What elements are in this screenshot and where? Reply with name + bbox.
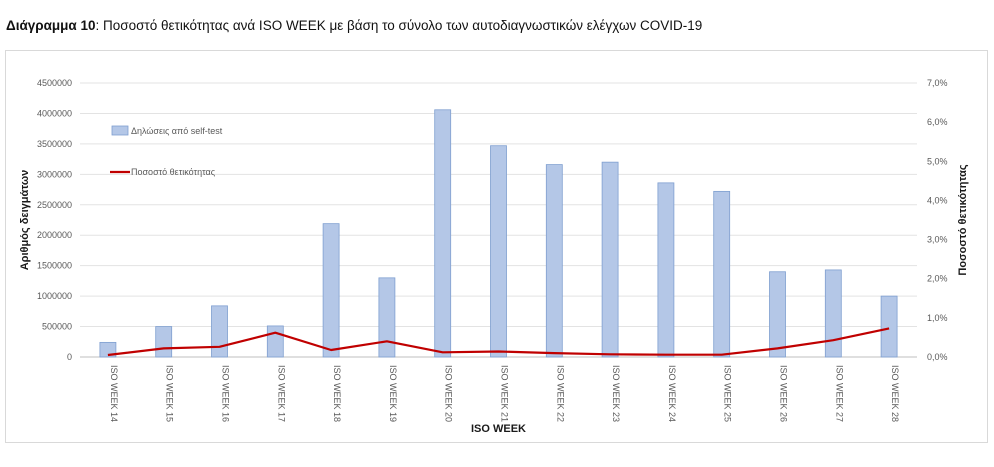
bar: [434, 109, 452, 358]
y2-tick-label: 7,0%: [927, 78, 948, 88]
bar: [211, 305, 228, 358]
bar: [769, 271, 786, 358]
chart-frame: [5, 50, 988, 443]
x-axis-title: ISO WEEK: [471, 423, 526, 435]
bar: [266, 325, 284, 358]
x-tick-label: ISO WEEK 21: [500, 365, 510, 422]
y-axis-title: Αριθμός δειγμάτων: [19, 170, 31, 271]
bar: [880, 295, 898, 358]
bar: [657, 182, 675, 358]
x-tick-label: ISO WEEK 26: [779, 365, 789, 422]
x-tick-label: ISO WEEK 17: [276, 365, 286, 422]
y-tick-label: 3500000: [37, 139, 72, 149]
x-tick-label: ISO WEEK 15: [165, 365, 175, 422]
y2-tick-label: 6,0%: [927, 117, 948, 127]
bar: [824, 269, 842, 358]
bar: [545, 164, 563, 358]
bar: [99, 341, 117, 358]
x-tick-label: ISO WEEK 23: [611, 365, 621, 422]
x-tick-label: ISO WEEK 14: [109, 365, 119, 422]
bar: [490, 145, 507, 358]
x-tick-label: ISO WEEK 25: [723, 365, 733, 422]
x-tick-label: ISO WEEK 16: [221, 365, 231, 422]
bar: [713, 190, 731, 358]
y2-tick-label: 0,0%: [927, 352, 948, 362]
y-tick-label: 4500000: [37, 78, 72, 88]
y-tick-label: 2500000: [37, 200, 72, 210]
bar: [601, 161, 619, 358]
x-tick-label: ISO WEEK 28: [890, 365, 900, 422]
legend-swatch-bars: [111, 125, 129, 136]
x-tick-label: ISO WEEK 27: [834, 365, 844, 422]
y2-tick-label: 1,0%: [927, 313, 948, 323]
caption-label: Διάγραμμα 10: [6, 18, 96, 33]
x-tick-label: ISO WEEK 24: [667, 365, 677, 422]
y-tick-label: 0: [67, 352, 72, 362]
y-tick-label: 4000000: [37, 108, 72, 118]
legend-label-line: Ποσοστό θετικότητας: [131, 167, 216, 177]
positivity-line: [107, 327, 890, 357]
y-tick-label: 500000: [42, 322, 72, 332]
y-tick-label: 3000000: [37, 169, 72, 179]
y-tick-label: 2000000: [37, 230, 72, 240]
y-tick-label: 1500000: [37, 261, 72, 271]
bar: [155, 326, 173, 358]
chart-caption: Διάγραμμα 10: Ποσοστό θετικότητας ανά IS…: [6, 18, 702, 33]
y2-tick-label: 4,0%: [927, 195, 948, 205]
x-tick-label: ISO WEEK 20: [444, 365, 454, 422]
y2-tick-label: 3,0%: [927, 235, 948, 245]
x-tick-label: ISO WEEK 18: [332, 365, 342, 422]
y-tick-label: 1000000: [37, 291, 72, 301]
y2-axis-title: Ποσοστό θετικότητας: [957, 164, 969, 275]
x-tick-label: ISO WEEK 19: [388, 365, 398, 422]
bar: [322, 223, 340, 358]
x-tick-label: ISO WEEK 22: [555, 365, 565, 422]
caption-text: : Ποσοστό θετικότητας ανά ISO WEEK με βά…: [95, 18, 703, 33]
y2-tick-label: 5,0%: [927, 156, 948, 166]
legend-label-bars: Δηλώσεις από self-test: [131, 126, 223, 136]
y2-tick-label: 2,0%: [927, 274, 948, 284]
bar: [378, 277, 396, 358]
